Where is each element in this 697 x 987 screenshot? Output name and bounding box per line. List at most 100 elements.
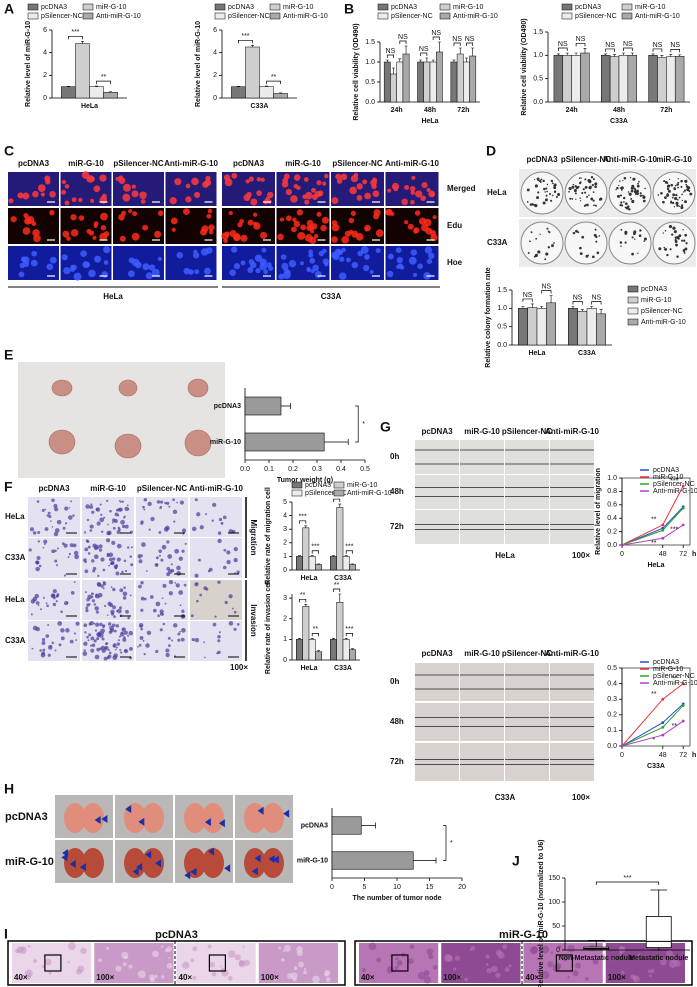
significance-bracket xyxy=(386,54,394,58)
y-tick-label: 2 xyxy=(283,616,287,623)
stained-cell xyxy=(196,599,199,603)
colony xyxy=(642,194,644,197)
colony xyxy=(683,252,686,254)
cell-nucleus xyxy=(145,272,153,280)
colony xyxy=(594,182,598,186)
stained-cell xyxy=(170,568,175,573)
cell-nucleus xyxy=(396,256,404,264)
colony xyxy=(674,236,678,239)
stained-cell xyxy=(109,509,112,513)
micrograph xyxy=(222,246,275,280)
significance-label: ** xyxy=(271,74,277,81)
cell-nucleus xyxy=(231,246,238,253)
legend-swatch xyxy=(561,3,573,11)
x-axis-label: The number of tumor node xyxy=(352,895,441,902)
error-bar xyxy=(678,54,682,57)
legend-swatch xyxy=(621,3,633,11)
magnification: 100× xyxy=(608,973,626,982)
legend-swatch xyxy=(627,296,639,304)
significance-bracket xyxy=(420,52,428,56)
tissue-detail xyxy=(15,948,20,954)
colony xyxy=(660,191,663,195)
cell-nucleus xyxy=(293,174,301,181)
cell-nucleus xyxy=(139,191,147,200)
significance-label: *** xyxy=(345,544,353,551)
row-label: Edu xyxy=(447,221,462,230)
colony xyxy=(619,194,623,197)
error-bar xyxy=(669,54,673,57)
significance-label: NS xyxy=(653,42,663,49)
micrograph xyxy=(505,440,549,474)
error-bar xyxy=(630,52,634,56)
stained-cell xyxy=(121,500,124,503)
cell-nucleus xyxy=(202,181,209,188)
cell-nucleus xyxy=(426,188,431,193)
stained-cell xyxy=(86,598,90,602)
stained-cell xyxy=(168,580,174,585)
group-label: HeLa xyxy=(103,292,123,301)
colony xyxy=(623,201,625,203)
legend-label: pSilencer-NC xyxy=(391,13,433,20)
colony xyxy=(624,230,628,234)
colony xyxy=(546,183,549,186)
cell-nucleus xyxy=(231,172,238,179)
colony xyxy=(628,208,631,211)
micrograph xyxy=(460,440,504,474)
stained-cell xyxy=(127,634,129,637)
stained-cell xyxy=(217,650,221,654)
cell-nucleus xyxy=(73,272,82,281)
stained-cell xyxy=(218,631,221,634)
cell-nucleus xyxy=(101,271,109,278)
tissue-detail xyxy=(363,975,368,980)
cell-nucleus xyxy=(341,235,350,244)
x-tick-label: Non-Metastatic nodule xyxy=(559,955,634,962)
stained-cell xyxy=(118,528,121,531)
panel-letter: B xyxy=(344,1,354,17)
nodule-marker xyxy=(101,814,108,823)
tissue-detail xyxy=(632,975,638,981)
cell-nucleus xyxy=(252,212,258,217)
x-tick-label: 5 xyxy=(363,884,367,891)
stained-cell xyxy=(217,634,221,639)
zoom-box xyxy=(391,954,409,972)
bar xyxy=(331,816,362,835)
legend-label: miR-G-10 xyxy=(653,474,683,481)
y-tick-label: 0 xyxy=(283,567,287,574)
stained-cell xyxy=(191,526,197,532)
colony xyxy=(684,179,688,183)
cell-nucleus xyxy=(100,212,108,221)
stained-cell xyxy=(89,529,93,532)
tissue-detail xyxy=(106,946,110,950)
cell-nucleus xyxy=(306,225,312,231)
cell-nucleus xyxy=(318,250,324,257)
cell-label: HeLa xyxy=(495,551,515,560)
significance-bracket xyxy=(541,290,552,294)
cell-nucleus xyxy=(207,208,213,214)
tissue-detail xyxy=(563,958,567,962)
cell-nucleus xyxy=(393,186,399,192)
stained-cell xyxy=(127,616,130,620)
bar xyxy=(546,302,556,346)
colony xyxy=(579,246,582,250)
bar xyxy=(577,311,588,346)
colony xyxy=(574,190,576,192)
tissue-detail xyxy=(409,944,415,949)
cell-nucleus xyxy=(350,210,356,216)
colony xyxy=(636,183,639,185)
stained-cell xyxy=(51,641,54,645)
significance-label: ** xyxy=(651,691,657,698)
x-tick-label: 10 xyxy=(393,884,401,891)
stained-cell xyxy=(111,540,116,545)
stained-cell xyxy=(75,621,80,626)
stained-cell xyxy=(100,584,104,588)
colony xyxy=(674,184,677,187)
y-tick-label: 0.1 xyxy=(607,727,617,734)
stained-cell xyxy=(87,639,90,642)
colony xyxy=(639,229,642,232)
tissue-detail xyxy=(238,959,245,966)
significance-label: NS xyxy=(419,46,429,53)
stained-cell xyxy=(68,507,71,509)
stained-cell xyxy=(179,500,184,505)
colony xyxy=(575,186,579,190)
tissue-detail xyxy=(44,958,52,966)
